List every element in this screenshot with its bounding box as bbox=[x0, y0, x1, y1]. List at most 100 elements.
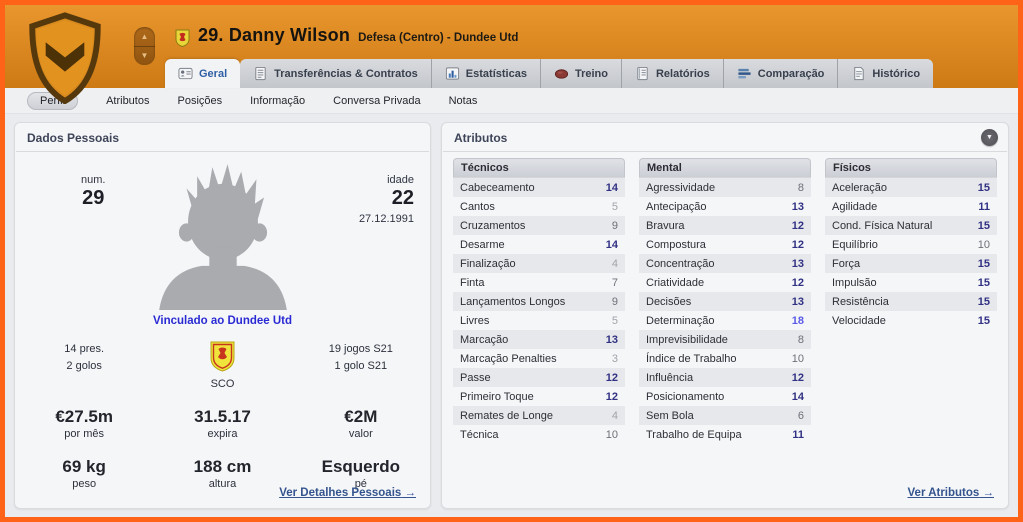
attribute-label: Compostura bbox=[646, 238, 706, 251]
stat-value: 31.5.17 bbox=[194, 407, 251, 426]
club-logo-icon bbox=[23, 12, 107, 105]
tab-estatisticas[interactable]: Estatísticas bbox=[431, 59, 541, 88]
attribute-row: Técnica 10 bbox=[453, 425, 625, 444]
attribute-value: 15 bbox=[977, 276, 990, 289]
attribute-row: Compostura 12 bbox=[639, 235, 811, 254]
tab-geral[interactable]: Geral bbox=[165, 59, 241, 88]
attribute-row: Passe 12 bbox=[453, 368, 625, 387]
attribute-label: Remates de Longe bbox=[460, 409, 553, 422]
attribute-row: Cabeceamento 14 bbox=[453, 178, 625, 197]
stat-value: 69 kg bbox=[62, 457, 106, 476]
attribute-label: Concentração bbox=[646, 257, 715, 270]
view-personal-details-link[interactable]: Ver Detalhes Pessoais → bbox=[279, 487, 416, 499]
id-card-icon bbox=[178, 66, 193, 81]
collapse-panel-button[interactable]: ▼ bbox=[981, 129, 998, 146]
attribute-value: 11 bbox=[978, 200, 990, 213]
stat-label: altura bbox=[208, 478, 237, 490]
attribute-row: Aceleração 15 bbox=[825, 178, 997, 197]
attribute-label: Posicionamento bbox=[646, 390, 725, 403]
attribute-label: Imprevisibilidade bbox=[646, 333, 728, 346]
player-header: 29. Danny Wilson Defesa (Centro) - Dunde… bbox=[175, 25, 518, 47]
age-block: idade 22 27.12.1991 bbox=[308, 158, 431, 327]
attribute-label: Cantos bbox=[460, 200, 495, 213]
view-attributes-link[interactable]: Ver Atributos → bbox=[907, 487, 994, 499]
attribute-row: Índice de Trabalho 10 bbox=[639, 349, 811, 368]
attribute-rows: Aceleração 15 Agilidade 11 Cond. Física Natu… bbox=[825, 177, 997, 330]
personal-stat-cell: 188 cm altura bbox=[153, 457, 291, 490]
attribute-label: Sem Bola bbox=[646, 409, 694, 422]
content: Dados Pessoais num. 29 bbox=[5, 114, 1018, 517]
attribute-row: Influência 12 bbox=[639, 368, 811, 387]
attribute-row: Cond. Física Natural 15 bbox=[825, 216, 997, 235]
bar-chart-icon bbox=[445, 66, 460, 81]
subtab-atributos[interactable]: Atributos bbox=[106, 94, 150, 107]
attributes-panel: Atributos ▼ Técnicos Cabeceamento 14 Cantos… bbox=[441, 122, 1009, 509]
attribute-row: Agilidade 11 bbox=[825, 197, 997, 216]
subtab-conversa-privada[interactable]: Conversa Privada bbox=[333, 94, 421, 107]
attribute-value: 4 bbox=[611, 409, 618, 422]
attribute-column-mental: Mental Agressividade 8 Antecipação 13 Bravura… bbox=[639, 158, 811, 444]
attribute-label: Marcação bbox=[460, 333, 509, 346]
chevron-down-icon: ▼ bbox=[986, 134, 993, 141]
personal-stat-cell: 69 kg peso bbox=[15, 457, 153, 490]
personal-top-section: num. 29 Vinculado ao Dun bbox=[15, 158, 430, 327]
attribute-label: Cond. Física Natural bbox=[832, 219, 933, 232]
stat-label: expira bbox=[207, 428, 238, 440]
nationality-code: SCO bbox=[210, 378, 235, 390]
attribute-value: 15 bbox=[977, 219, 990, 232]
attribute-column-técnicos: Técnicos Cabeceamento 14 Cantos 5 Cruzamentos… bbox=[453, 158, 625, 444]
nationality-cell: SCO bbox=[153, 341, 291, 390]
tab-transferencias[interactable]: Transferências & Contratos bbox=[240, 59, 432, 88]
tab-treino[interactable]: Treino bbox=[540, 59, 622, 88]
attribute-value: 13 bbox=[605, 333, 618, 346]
attribute-value: 3 bbox=[611, 352, 618, 365]
attribute-label: Índice de Trabalho bbox=[646, 352, 737, 365]
header: ▲ ▼ 29. Danny Wilson Defesa (Centro) - D… bbox=[5, 5, 1018, 105]
attribute-value: 15 bbox=[977, 257, 990, 270]
attribute-label: Lançamentos Longos bbox=[460, 295, 566, 308]
attribute-row: Posicionamento 14 bbox=[639, 387, 811, 406]
attribute-value: 12 bbox=[791, 238, 804, 251]
attribute-row: Lançamentos Longos 9 bbox=[453, 292, 625, 311]
attribute-value: 13 bbox=[791, 200, 804, 213]
app-window: ▲ ▼ 29. Danny Wilson Defesa (Centro) - D… bbox=[5, 5, 1018, 517]
personal-stats-grid: 14 pres. 2 golos SCO 19 jogos S21 1 golo S21… bbox=[15, 341, 430, 490]
stat-label: pé bbox=[354, 478, 367, 490]
shirt-number-value: 29 bbox=[82, 187, 105, 209]
tab-historico[interactable]: Histórico bbox=[838, 59, 934, 88]
stat-value: €2M bbox=[344, 407, 378, 426]
divider bbox=[443, 151, 1007, 152]
player-silhouette-avatar bbox=[158, 164, 287, 310]
attribute-label: Equilíbrio bbox=[832, 238, 878, 251]
attribute-value: 12 bbox=[791, 371, 804, 384]
attribute-label: Decisões bbox=[646, 295, 692, 308]
player-stepper[interactable]: ▲ ▼ bbox=[134, 27, 155, 65]
stat-line: 19 jogos S21 bbox=[328, 343, 393, 355]
stat-value: €27.5m bbox=[55, 407, 113, 426]
subtab-notas[interactable]: Notas bbox=[448, 94, 478, 107]
tab-label: Estatísticas bbox=[465, 67, 527, 80]
attribute-label: Finalização bbox=[460, 257, 516, 270]
stat-label: valor bbox=[348, 428, 373, 440]
stepper-down-icon[interactable]: ▼ bbox=[140, 51, 149, 61]
attribute-value: 4 bbox=[611, 257, 618, 270]
attribute-label: Primeiro Toque bbox=[460, 390, 534, 403]
personal-stat-cell: €2M valor bbox=[292, 407, 430, 440]
attribute-row: Finta 7 bbox=[453, 273, 625, 292]
personal-stat-cell: 31.5.17 expira bbox=[153, 407, 291, 440]
tab-label: Histórico bbox=[872, 67, 921, 80]
attribute-label: Bravura bbox=[646, 219, 685, 232]
linked-club-link[interactable]: Vinculado ao Dundee Utd bbox=[152, 315, 293, 327]
attribute-columns: Técnicos Cabeceamento 14 Cantos 5 Cruzamentos… bbox=[442, 152, 1008, 444]
birth-date: 27.12.1991 bbox=[358, 213, 414, 225]
player-photo-cell: Vinculado ao Dundee Utd bbox=[138, 158, 308, 327]
attribute-value: 15 bbox=[977, 181, 990, 194]
attribute-label: Agressividade bbox=[646, 181, 716, 194]
tab-comparacao[interactable]: Comparação bbox=[723, 59, 839, 88]
tab-relatorios[interactable]: Relatórios bbox=[621, 59, 724, 88]
page-icon bbox=[851, 66, 866, 81]
subtab-posicoes[interactable]: Posições bbox=[177, 94, 223, 107]
stepper-up-icon[interactable]: ▲ bbox=[134, 27, 155, 47]
ball-icon bbox=[554, 66, 569, 81]
subtab-informacao[interactable]: Informação bbox=[250, 94, 306, 107]
